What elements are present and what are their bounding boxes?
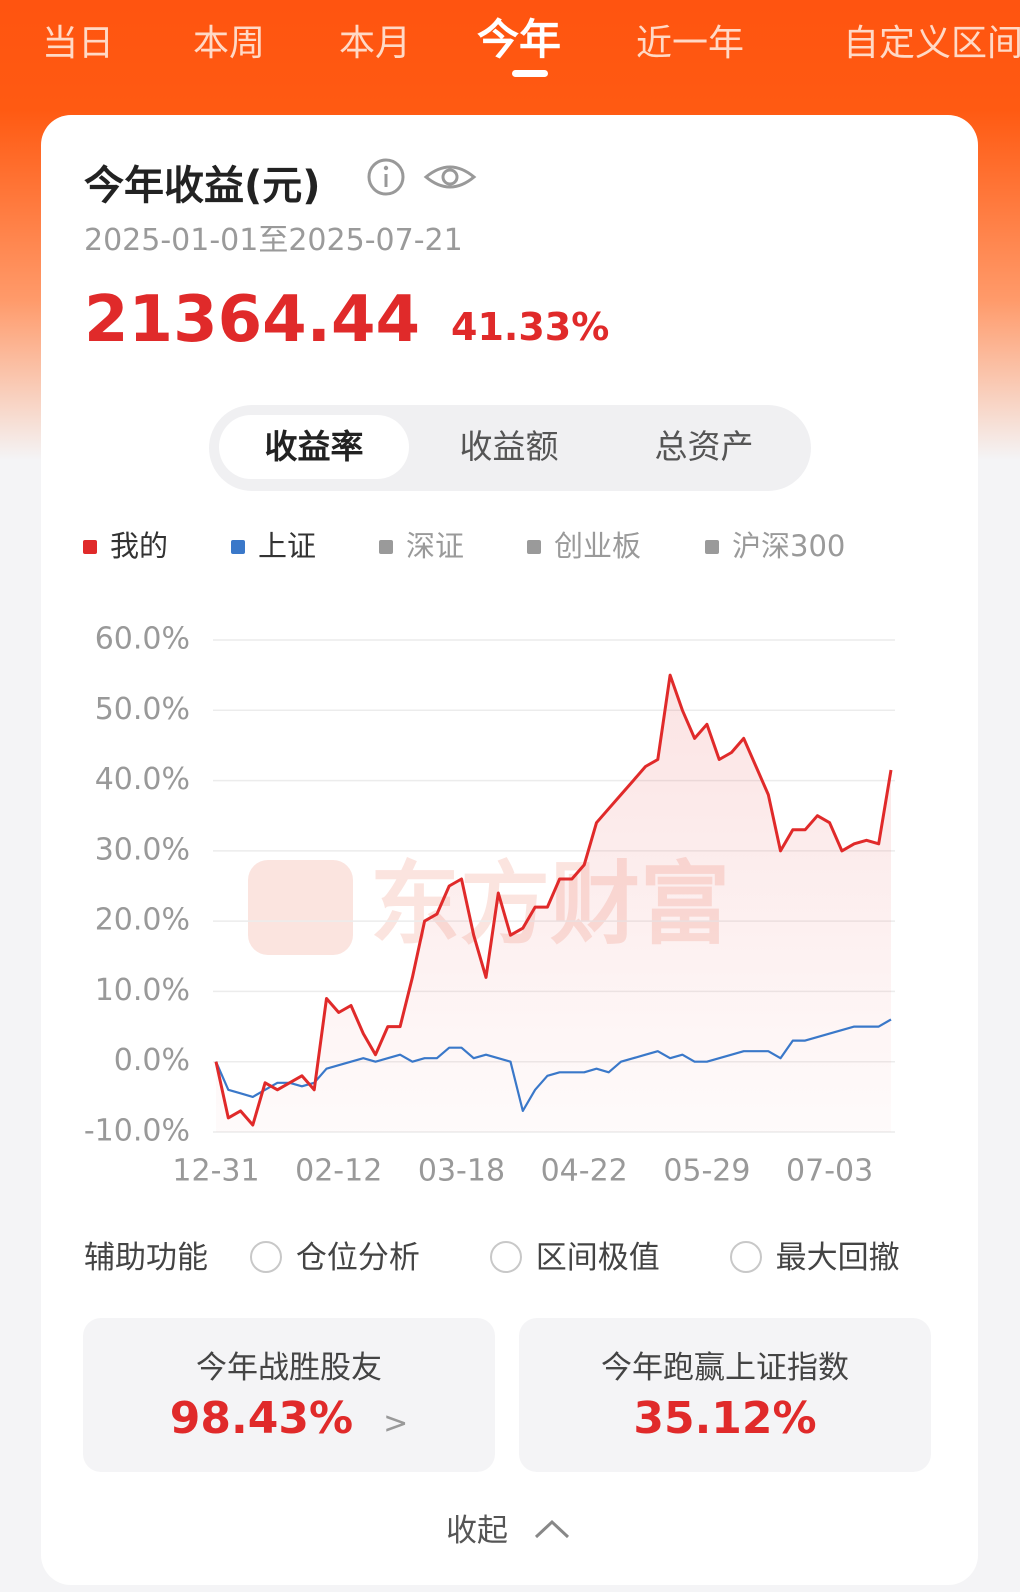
y-tick-label: 40.0% — [95, 762, 190, 797]
watermark-logo — [248, 860, 353, 955]
x-tick-label: 07-03 — [786, 1154, 873, 1189]
stat-card: 今年跑赢上证指数 35.12% — [519, 1318, 931, 1472]
aux-option[interactable]: 最大回撤 — [729, 1240, 900, 1276]
aux-option-label: 仓位分析 — [295, 1240, 420, 1276]
tab[interactable]: 本周 — [193, 23, 266, 64]
stat-label: 今年战胜股友 — [196, 1350, 382, 1386]
toggle-active[interactable]: 收益率 — [219, 415, 409, 479]
legend-label: 深证 — [406, 529, 464, 563]
tab-underline — [512, 70, 548, 77]
y-tick-label: -10.0% — [84, 1114, 190, 1149]
aux-option[interactable]: 区间极值 — [489, 1240, 660, 1276]
chart: 东方财富 我的上证深证创业板沪深30060.0%50.0%40.0%30.0%2… — [83, 529, 895, 1189]
percent: 41.33% — [451, 305, 610, 349]
x-tick-label: 03-18 — [418, 1154, 505, 1189]
series-line — [214, 673, 893, 1127]
aux-label: 辅助功能 — [84, 1240, 208, 1276]
toggle-group: 收益率 收益额 总资产 — [209, 405, 811, 491]
amount: 21364.44 — [84, 283, 421, 357]
tab[interactable]: 当日 — [42, 23, 115, 64]
legend-swatch — [231, 540, 245, 554]
collapse-icon — [534, 1519, 569, 1539]
stat-card[interactable]: 今年战胜股友 98.43% > — [83, 1318, 495, 1472]
collapse[interactable]: 收起 — [446, 1505, 572, 1550]
legend-swatch — [705, 540, 719, 554]
x-tick-label: 05-29 — [663, 1154, 750, 1189]
tab[interactable]: 自定义区间 — [843, 23, 1020, 64]
card-title: 今年收益(元) — [84, 163, 321, 209]
tab[interactable]: 近一年 — [636, 23, 745, 64]
y-tick-label: 50.0% — [95, 692, 190, 727]
aux-option-label: 最大回撤 — [775, 1240, 900, 1276]
y-tick-label: 10.0% — [95, 973, 190, 1008]
tab-active[interactable]: 今年 — [477, 15, 562, 64]
stat-value: 98.43% > — [169, 1393, 409, 1444]
tab[interactable]: 本月 — [339, 23, 412, 64]
x-tick-label: 12-31 — [172, 1154, 259, 1189]
legend-swatch — [83, 540, 97, 554]
collapse-label: 收起 — [446, 1513, 508, 1549]
aux-option[interactable]: 仓位分析 — [249, 1240, 420, 1276]
toggle[interactable]: 收益额 — [459, 427, 559, 466]
legend-label: 沪深300 — [732, 529, 845, 563]
legend-label: 创业板 — [554, 529, 641, 563]
x-tick-label: 02-12 — [295, 1154, 382, 1189]
legend-label: 我的 — [110, 529, 168, 563]
area-fill — [216, 675, 891, 1132]
y-tick-label: 0.0% — [114, 1043, 190, 1078]
series-line — [214, 1018, 892, 1112]
aux-option-label: 区间极值 — [535, 1240, 660, 1276]
legend-swatch — [527, 540, 541, 554]
legend-swatch — [379, 540, 393, 554]
aux-row: 辅助功能 仓位分析 区间极值 最大回撤 — [84, 1232, 900, 1277]
y-tick-label: 20.0% — [95, 903, 190, 938]
y-tick-label: 60.0% — [95, 622, 190, 657]
date-range: 2025-01-01至2025-07-21 — [84, 223, 463, 258]
stat-value: 35.12% — [633, 1393, 817, 1444]
toggle[interactable]: 总资产 — [654, 427, 754, 466]
x-tick-label: 04-22 — [541, 1154, 628, 1189]
stat-value-text: 98.43% — [169, 1393, 354, 1444]
title-icons — [367, 158, 477, 196]
y-tick-label: 30.0% — [95, 832, 190, 867]
stat-label: 今年跑赢上证指数 — [601, 1350, 849, 1386]
legend-label: 上证 — [258, 529, 316, 563]
